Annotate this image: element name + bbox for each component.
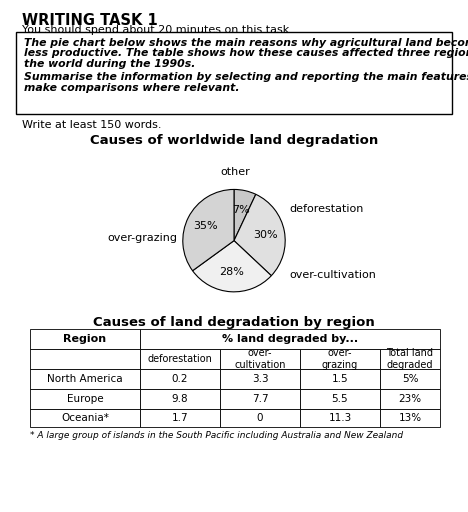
Bar: [30, 409, 140, 427]
Text: Total land
degraded: Total land degraded: [387, 348, 433, 370]
Text: WRITING TASK 1: WRITING TASK 1: [22, 13, 158, 28]
Bar: [30, 369, 140, 389]
Text: deforestation: deforestation: [147, 354, 212, 364]
Text: make comparisons where relevant.: make comparisons where relevant.: [24, 83, 240, 93]
Text: 13%: 13%: [398, 413, 422, 423]
Bar: [30, 349, 140, 369]
Bar: [140, 389, 220, 409]
Text: deforestation: deforestation: [289, 204, 364, 215]
Text: 5.5: 5.5: [332, 394, 348, 404]
Text: % land degraded by...: % land degraded by...: [222, 334, 358, 344]
Text: over-cultivation: over-cultivation: [289, 269, 376, 280]
Wedge shape: [192, 241, 271, 292]
Text: 11.3: 11.3: [329, 413, 351, 423]
Text: over-grazing: over-grazing: [108, 232, 178, 243]
Text: over-
cultivation: over- cultivation: [234, 348, 286, 370]
Text: Causes of worldwide land degradation: Causes of worldwide land degradation: [90, 134, 378, 147]
Bar: [300, 409, 380, 427]
Text: The pie chart below shows the main reasons why agricultural land becomes: The pie chart below shows the main reaso…: [24, 38, 468, 48]
Wedge shape: [183, 189, 234, 271]
Text: 3.3: 3.3: [252, 374, 268, 384]
Bar: [220, 349, 300, 369]
Text: 0: 0: [257, 413, 263, 423]
Bar: [380, 389, 440, 409]
Bar: [300, 349, 380, 369]
Text: 28%: 28%: [219, 267, 244, 278]
Text: You should spend about 20 minutes on this task.: You should spend about 20 minutes on thi…: [22, 25, 293, 35]
Bar: [220, 409, 300, 427]
Text: over-
grazing: over- grazing: [322, 348, 358, 370]
Wedge shape: [234, 189, 256, 241]
Bar: [300, 389, 380, 409]
Bar: [220, 369, 300, 389]
Text: 5%: 5%: [402, 374, 418, 384]
Text: less productive. The table shows how these causes affected three regions of: less productive. The table shows how the…: [24, 49, 468, 58]
Text: the world during the 1990s.: the world during the 1990s.: [24, 59, 195, 69]
Text: 1.7: 1.7: [172, 413, 188, 423]
Text: 7.7: 7.7: [252, 394, 268, 404]
Text: 1.5: 1.5: [332, 374, 348, 384]
Text: Oceania*: Oceania*: [61, 413, 109, 423]
Text: 9.8: 9.8: [172, 394, 188, 404]
Text: Region: Region: [64, 334, 107, 344]
Text: 7%: 7%: [232, 205, 250, 215]
Text: Write at least 150 words.: Write at least 150 words.: [22, 120, 161, 130]
Bar: [140, 409, 220, 427]
Bar: [380, 349, 440, 369]
Text: other: other: [220, 167, 250, 177]
Bar: [30, 329, 140, 349]
Text: 35%: 35%: [193, 221, 218, 231]
Bar: [140, 369, 220, 389]
Text: Europe: Europe: [66, 394, 103, 404]
Text: 0.2: 0.2: [172, 374, 188, 384]
Bar: [140, 349, 220, 369]
Text: Causes of land degradation by region: Causes of land degradation by region: [93, 316, 375, 329]
Bar: [140, 329, 440, 349]
Bar: [220, 389, 300, 409]
Text: 23%: 23%: [398, 394, 422, 404]
Text: 30%: 30%: [253, 230, 278, 240]
Bar: [30, 389, 140, 409]
Bar: [300, 369, 380, 389]
FancyBboxPatch shape: [16, 32, 452, 114]
Text: North America: North America: [47, 374, 123, 384]
Text: * A large group of islands in the South Pacific including Australia and New Zeal: * A large group of islands in the South …: [30, 431, 403, 440]
Text: Summarise the information by selecting and reporting the main features, and: Summarise the information by selecting a…: [24, 73, 468, 82]
Wedge shape: [234, 195, 285, 275]
Bar: [380, 369, 440, 389]
Bar: [380, 409, 440, 427]
